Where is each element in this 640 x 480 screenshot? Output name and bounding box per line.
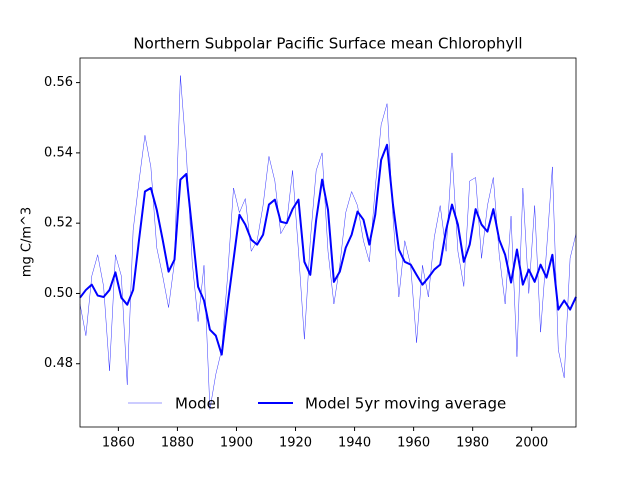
- x-tick-label: 1900: [220, 436, 253, 451]
- legend-label: Model 5yr moving average: [305, 395, 506, 413]
- y-tick-label: 0.50: [44, 286, 73, 301]
- y-tick-label: 0.52: [44, 216, 73, 231]
- x-tick-label: 1980: [456, 436, 489, 451]
- y-tick-label: 0.54: [44, 145, 73, 160]
- chart-title: Northern Subpolar Pacific Surface mean C…: [133, 35, 522, 53]
- x-tick-label: 1920: [279, 436, 312, 451]
- y-tick-label: 0.48: [44, 356, 73, 371]
- x-tick-label: 1960: [397, 436, 430, 451]
- x-tick-label: 2000: [515, 436, 548, 451]
- y-axis-label: mg C/m^3: [20, 207, 35, 277]
- x-tick-label: 1880: [161, 436, 194, 451]
- legend-label: Model: [175, 395, 220, 413]
- plot-frame: [79, 57, 577, 428]
- x-tick-label: 1860: [102, 436, 135, 451]
- series-line: [79, 143, 577, 356]
- x-tick-label: 1940: [338, 436, 371, 451]
- series-line: [79, 75, 577, 410]
- y-tick-label: 0.56: [44, 75, 73, 90]
